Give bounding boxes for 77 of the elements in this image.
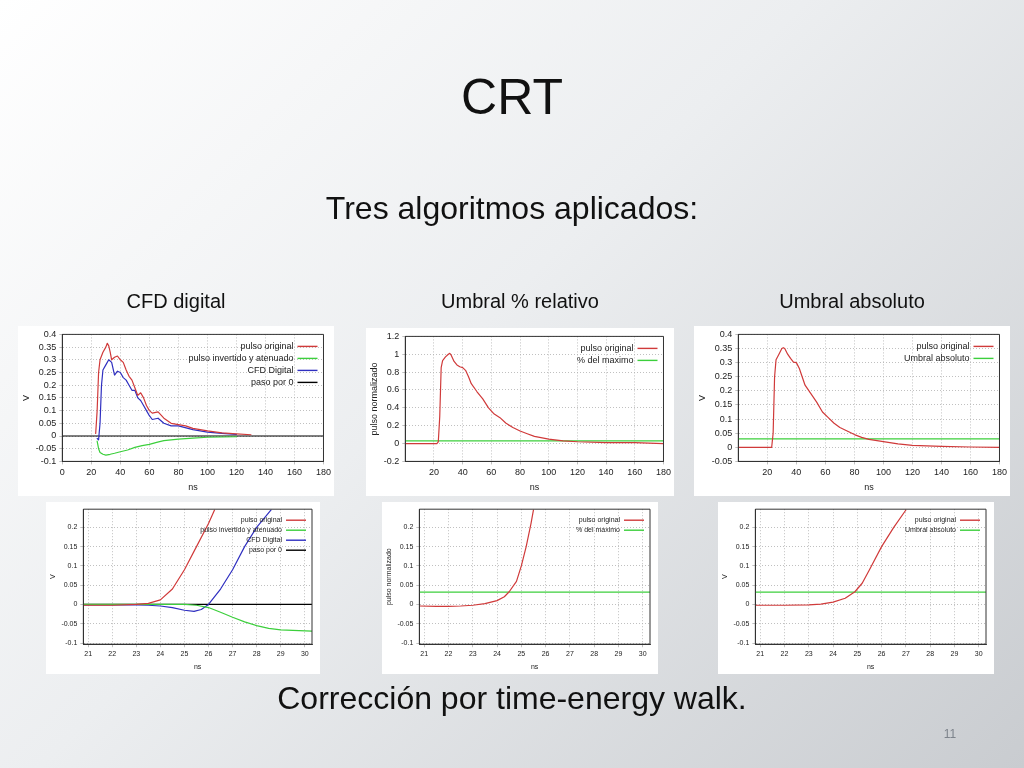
y-tick-label: 0.2	[43, 379, 57, 390]
x-tick-label: 60	[820, 467, 831, 478]
y-tick-label: 0	[51, 430, 57, 441]
legend-label: pulso invertido y atenuado	[188, 352, 294, 363]
y-tick-label: 1	[394, 348, 400, 359]
y-tick-label: 0.05	[38, 417, 57, 428]
y-tick-label: -0.1	[40, 455, 57, 466]
x-tick-label: 180	[991, 467, 1008, 478]
y-tick-label: 0.8	[386, 366, 400, 377]
x-tick-label: 140	[598, 467, 614, 478]
legend-label: CFD Digital	[247, 364, 294, 375]
y-axis-title: V	[696, 394, 707, 401]
chart-title: Umbral absoluto	[778, 290, 926, 313]
y-tick-label: 1.2	[386, 330, 400, 341]
x-tick-label: 100	[875, 467, 891, 478]
x-tick-label: 20	[762, 467, 773, 478]
y-tick-label: 0.15	[714, 399, 733, 410]
y-tick-label: 0.1	[719, 413, 733, 424]
x-axis-title: ns	[864, 482, 875, 493]
y-tick-label: 0.3	[719, 357, 733, 368]
y-tick-label: -0.2	[383, 455, 400, 466]
y-tick-label: 0.4	[386, 402, 400, 413]
y-tick-label: 0.6	[386, 384, 400, 395]
text: 11	[942, 727, 958, 741]
x-tick-label: 60	[486, 467, 497, 478]
x-tick-label: 120	[904, 467, 920, 478]
x-tick-label: 40	[791, 467, 802, 478]
legend-label: pulso original	[916, 340, 970, 351]
x-tick-label: 120	[569, 467, 585, 478]
y-tick-label: 0.2	[719, 385, 733, 396]
x-tick-label: 180	[315, 467, 332, 478]
text: Corrección por time-energy walk.	[276, 680, 748, 717]
x-tick-label: 20	[86, 467, 97, 478]
y-tick-label: 0.15	[38, 392, 57, 403]
x-tick-label: 80	[515, 467, 526, 478]
x-axis-title: ns	[529, 482, 540, 493]
x-tick-label: 100	[541, 467, 557, 478]
x-tick-label: 180	[655, 467, 672, 478]
y-tick-label: 0.25	[38, 366, 57, 377]
x-tick-label: 80	[173, 467, 184, 478]
y-tick-label: 0.3	[43, 354, 57, 365]
x-tick-label: 100	[199, 467, 215, 478]
y-tick-label: 0.4	[719, 328, 733, 339]
y-tick-label: 0.05	[714, 427, 733, 438]
text: CRT	[460, 68, 564, 127]
y-tick-label: 0.1	[43, 405, 57, 416]
y-tick-label: 0	[727, 441, 733, 452]
x-tick-label: 60	[144, 467, 155, 478]
y-tick-label: -0.05	[35, 443, 57, 454]
x-tick-label: 140	[933, 467, 949, 478]
chart-title: Umbral % relativo	[440, 290, 600, 313]
y-tick-label: -0.05	[711, 455, 733, 466]
x-tick-label: 80	[849, 467, 860, 478]
chart-title: CFD digital	[125, 290, 227, 313]
legend-label: % del maximo	[576, 354, 634, 365]
legend-label: paso por 0	[250, 376, 294, 387]
y-axis-title: pulso normalizado	[368, 362, 379, 436]
x-tick-label: 40	[457, 467, 468, 478]
x-tick-label: 20	[428, 467, 439, 478]
x-tick-label: 160	[962, 467, 978, 478]
y-tick-label: 0.35	[714, 343, 733, 353]
y-tick-label: 0.2	[386, 420, 400, 431]
x-tick-label: 160	[286, 467, 302, 478]
x-tick-label: 160	[627, 467, 643, 478]
x-tick-label: 140	[257, 467, 273, 478]
x-tick-label: 120	[228, 467, 244, 478]
x-axis-title: ns	[188, 482, 199, 493]
y-axis-title: V	[20, 394, 31, 401]
x-tick-label: 40	[115, 467, 126, 478]
y-tick-label: 0.4	[43, 328, 57, 339]
y-tick-label: 0.35	[38, 341, 57, 352]
y-tick-label: 0	[394, 438, 400, 449]
legend-label: pulso original	[240, 340, 294, 351]
text: Tres algoritmos aplicados:	[324, 190, 700, 227]
legend-label: Umbral absoluto	[903, 352, 970, 363]
y-tick-label: 0.25	[714, 371, 733, 382]
legend-label: pulso original	[580, 342, 634, 353]
